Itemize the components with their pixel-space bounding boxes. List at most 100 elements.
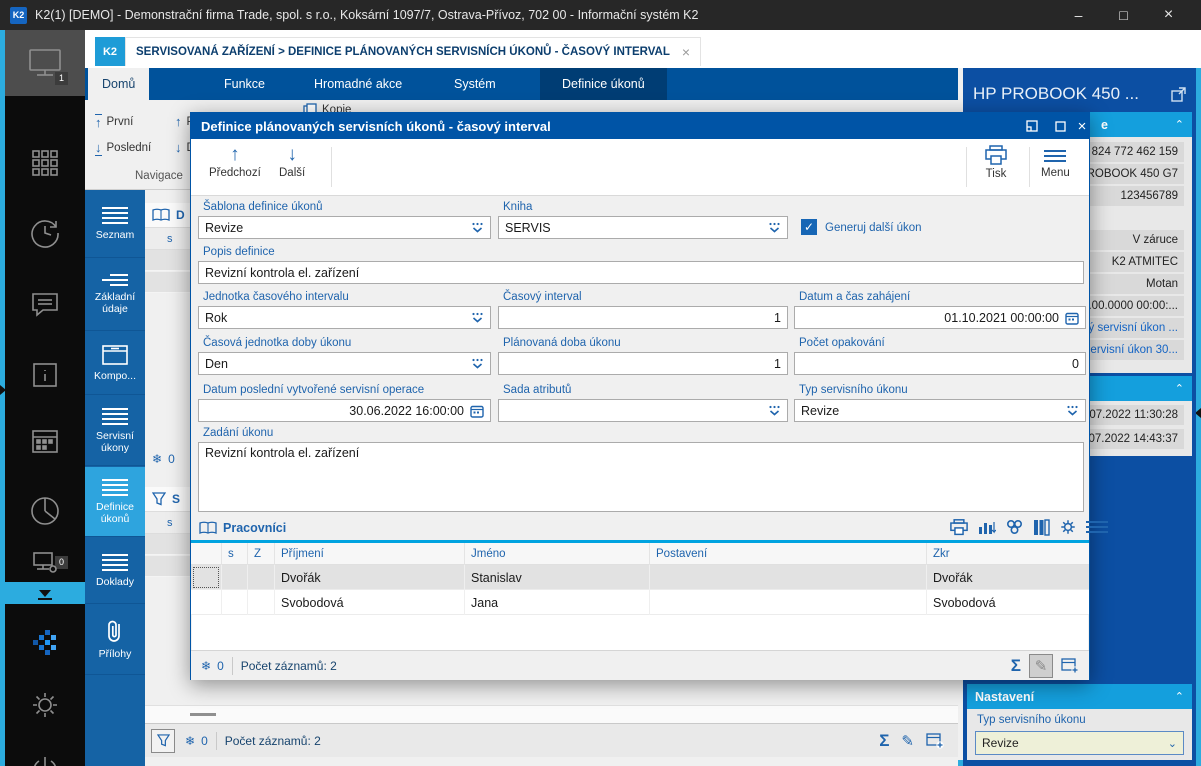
snowflake-icon: ❄ [152, 452, 163, 466]
calendar-picker-icon[interactable] [470, 404, 484, 418]
generuj-checkbox[interactable]: ✓ [801, 219, 817, 235]
sidebar-item-workstation[interactable] [5, 542, 85, 582]
dialog-toolbar: ↑ Předchozí ↓ Další Tisk Menu [191, 139, 1089, 196]
collapse-chevron-icon[interactable]: ⌃ [1174, 383, 1184, 395]
table-menu-icon[interactable] [1086, 521, 1108, 533]
dropdown-icon[interactable] [768, 404, 781, 417]
arrow-up-icon: ↑ [175, 114, 182, 129]
dropdown-icon[interactable] [471, 221, 484, 234]
collapse-chevron-icon[interactable]: ⌃ [1174, 691, 1184, 703]
nav-item-zakladni-udaje[interactable]: Základní údaje [85, 259, 145, 331]
next-button[interactable]: ↓ Další [279, 144, 306, 180]
planovana-doba-input[interactable]: 1 [498, 352, 788, 375]
add-record-icon[interactable] [926, 732, 944, 749]
print-button[interactable]: Tisk [984, 145, 1008, 180]
sidebar-item-reports[interactable] [5, 478, 85, 544]
sidebar-item-info[interactable] [5, 342, 85, 408]
ribbon-first-button[interactable]: ↑ První [95, 114, 134, 130]
dialog-close-icon[interactable]: × [1077, 117, 1087, 135]
filter-button[interactable] [151, 728, 175, 753]
casova-jednotka-select[interactable]: Den [198, 352, 491, 375]
ribbon-last-button[interactable]: ↓ Poslední [95, 140, 152, 156]
tab-domu[interactable]: Domů [88, 68, 150, 100]
col-prijmeni[interactable]: Příjmení [274, 543, 464, 565]
settings-gear-icon[interactable] [1059, 518, 1077, 536]
dropdown-icon[interactable] [768, 221, 781, 234]
open-external-icon[interactable] [1171, 86, 1186, 102]
menu-button[interactable]: Menu [1041, 145, 1070, 179]
grid-icon [32, 150, 58, 176]
arrow-down-bar-icon: ↓ [95, 140, 102, 156]
dialog-maximize-icon[interactable] [1047, 116, 1073, 136]
nav-item-komponenty[interactable]: Kompo... [85, 332, 145, 395]
tab-hromadne-akce[interactable]: Hromadné akce [314, 77, 403, 91]
pocet-opakovani-input[interactable]: 0 [794, 352, 1086, 375]
typ-ukonu-select[interactable]: Revize [794, 399, 1086, 422]
nav-item-doklady[interactable]: Doklady [85, 538, 145, 604]
sidebar-item-modules[interactable] [5, 130, 85, 196]
dropdown-icon[interactable] [471, 311, 484, 324]
left-panel-expander-icon[interactable] [0, 385, 6, 395]
horizontal-scrollbar[interactable] [145, 705, 958, 723]
sidebar-item-k2-brand[interactable] [5, 610, 85, 676]
col-postaveni[interactable]: Postavení [649, 543, 926, 565]
scrollbar-thumb[interactable] [190, 713, 216, 716]
sum-icon[interactable]: Σ [879, 730, 890, 750]
jednotka-intervalu-select[interactable]: Rok [198, 306, 491, 329]
maximize-button[interactable]: □ [1119, 7, 1128, 23]
sablona-select[interactable]: Revize [198, 216, 491, 239]
add-record-icon[interactable] [1061, 657, 1079, 674]
casovy-interval-input[interactable]: 1 [498, 306, 788, 329]
datum-posledni-input[interactable]: 30.06.2022 16:00:00 [198, 399, 491, 422]
sada-atributu-select[interactable] [498, 399, 788, 422]
sidebar-item-settings[interactable] [5, 672, 85, 738]
dialog-dock-icon[interactable] [1019, 116, 1045, 136]
worker-row[interactable]: Dvořák Stanislav Dvořák [191, 565, 1089, 590]
calendar-picker-icon[interactable] [1065, 311, 1079, 325]
tab-close-icon[interactable]: × [681, 44, 691, 60]
zadani-textarea[interactable]: Revizní kontrola el. zařízení [198, 442, 1084, 512]
list-icon [102, 206, 128, 224]
col-jmeno[interactable]: Jméno [464, 543, 649, 565]
minimize-button[interactable]: – [1074, 7, 1083, 23]
previous-button[interactable]: ↑ Předchozí [209, 144, 261, 180]
active-document-tab[interactable]: SERVISOVANÁ ZAŘÍZENÍ > DEFINICE PLÁNOVAN… [125, 37, 702, 66]
sum-icon[interactable]: Σ [1010, 655, 1021, 675]
nastaveni-header[interactable]: Nastavení ⌃ [967, 684, 1192, 709]
nav-item-servisni-ukony[interactable]: Servisní úkony [85, 396, 145, 466]
printer-icon[interactable] [949, 518, 969, 536]
right-panel-collapse-icon[interactable] [1195, 408, 1201, 418]
sidebar-item-power[interactable] [5, 736, 85, 766]
tab-definice-ukonu[interactable]: Definice úkonů [540, 68, 667, 100]
nav-item-definice-ukonu[interactable]: Definice úkonů [85, 467, 145, 537]
columns-icon[interactable] [1033, 518, 1050, 536]
kniha-select[interactable]: SERVIS [498, 216, 788, 239]
group-icon[interactable] [1005, 519, 1024, 536]
dropdown-icon[interactable] [1066, 404, 1079, 417]
typ-servisniho-ukonu-select[interactable]: Revize ⌄ [975, 731, 1184, 755]
dropdown-icon[interactable] [471, 357, 484, 370]
nav-item-seznam[interactable]: Seznam [85, 190, 145, 258]
col-s[interactable]: s [221, 543, 247, 565]
dialog-titlebar[interactable]: Definice plánovaných servisních úkonů - … [191, 113, 1089, 139]
sidebar-item-desktop[interactable]: 1 [5, 30, 85, 96]
datum-zahajeni-input[interactable]: 01.10.2021 00:00:00 [794, 306, 1086, 329]
popis-input[interactable]: Revizní kontrola el. zařízení [198, 261, 1084, 284]
k2-menu-button[interactable]: K2 [95, 37, 125, 66]
close-button[interactable]: × [1163, 6, 1174, 23]
tab-system[interactable]: Systém [454, 77, 496, 91]
chart-icon[interactable] [978, 519, 996, 536]
edit-pencil-button[interactable]: ✎ [1029, 653, 1053, 678]
sidebar-item-messages[interactable]: 0 [5, 272, 85, 569]
sidebar-item-calendar[interactable] [5, 408, 85, 474]
cell-jmeno: Stanislav [464, 565, 649, 590]
edit-pencil-icon[interactable]: ✎ [901, 732, 914, 750]
worker-row[interactable]: Svobodová Jana Svobodová [191, 590, 1089, 615]
nav-item-prilohy[interactable]: Přílohy [85, 605, 145, 675]
col-z[interactable]: Z [247, 543, 274, 565]
collapse-chevron-icon[interactable]: ⌃ [1174, 119, 1184, 131]
sidebar-item-history[interactable] [5, 200, 85, 266]
sidebar-expand-button[interactable] [5, 582, 85, 604]
tab-funkce[interactable]: Funkce [224, 77, 265, 91]
col-zkr[interactable]: Zkr [926, 543, 1089, 565]
